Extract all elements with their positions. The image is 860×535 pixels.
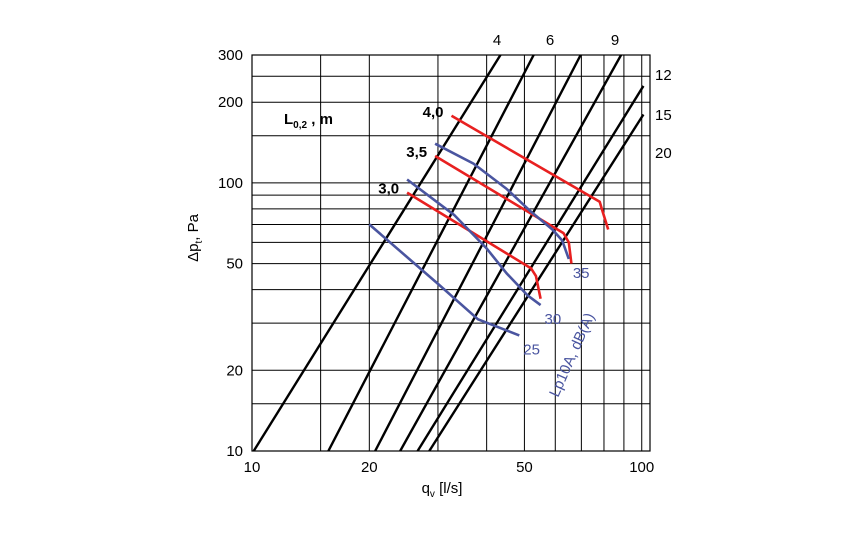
length-title: L0,2 , m: [284, 111, 333, 131]
length-title-sub: 0,2: [293, 120, 307, 131]
size-line-label: 20: [655, 145, 672, 162]
length-curve-label: 3,0: [378, 181, 399, 198]
size-line-12: [399, 55, 623, 451]
y-axis-label: Δpt, Pa: [185, 213, 205, 261]
length-curve-label: 4,0: [423, 104, 444, 121]
x-axis-label-main: q: [422, 480, 430, 497]
length-title-main: L: [284, 111, 293, 128]
x-axis-label-unit: [l/s]: [435, 480, 463, 497]
size-line-6: [327, 55, 535, 451]
noise-level-curves: [368, 142, 571, 337]
y-axis-label-main: Δp: [185, 244, 202, 262]
y-tick-label: 300: [218, 47, 243, 64]
x-tick-label: 20: [361, 459, 378, 476]
size-line-label: 9: [611, 32, 619, 49]
x-axis-label: qv [l/s]: [422, 480, 463, 500]
x-tick-label: 50: [516, 459, 533, 476]
noise-curve-35: [434, 142, 571, 260]
size-line-9: [374, 55, 582, 451]
noise-curve-25: [368, 223, 520, 337]
y-axis-label-sub: t: [194, 241, 205, 244]
noise-curve-label: 30: [545, 311, 562, 328]
y-tick-label: 10: [226, 443, 243, 460]
y-tick-label: 20: [226, 362, 243, 379]
x-tick-label: 10: [244, 459, 261, 476]
size-line-label: 12: [655, 67, 672, 84]
y-tick-label: 200: [218, 94, 243, 111]
noise-curve-label: 35: [573, 265, 590, 282]
length-curve-4-0: [450, 114, 610, 230]
length-title-unit: , m: [307, 111, 333, 128]
noise-curve-30: [406, 178, 542, 307]
length-curve-3-5: [434, 154, 573, 264]
size-line-label: 15: [655, 107, 672, 124]
x-tick-label: 100: [629, 459, 654, 476]
noise-curve-label: 25: [523, 341, 540, 358]
y-axis-label-unit: , Pa: [185, 213, 202, 240]
size-line-label: 4: [493, 32, 501, 49]
y-tick-label: 50: [226, 256, 243, 273]
plot-frame: [251, 54, 651, 452]
length-curve-label: 3,5: [406, 144, 427, 161]
y-tick-label: 100: [218, 175, 243, 192]
size-line-label: 6: [546, 32, 554, 49]
x-axis-label-sub: v: [430, 489, 435, 500]
